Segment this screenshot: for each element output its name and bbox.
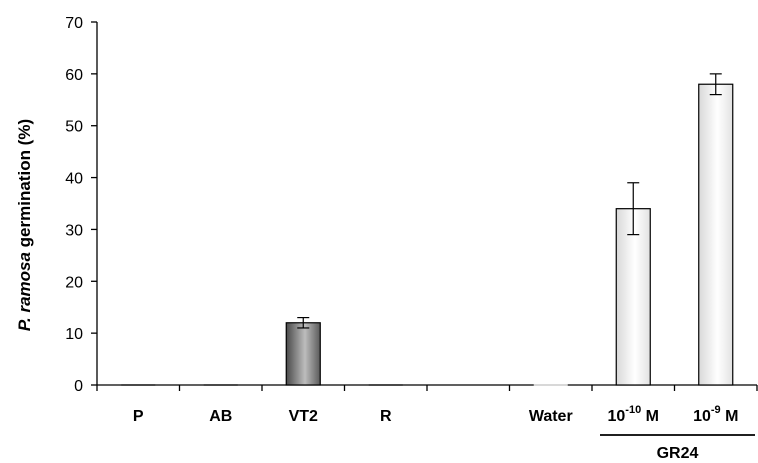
y-tick-label: 70 xyxy=(65,15,83,32)
category-label: 10-10 M xyxy=(608,404,659,425)
category-label: Water xyxy=(529,408,573,425)
x-axis xyxy=(96,384,758,391)
category-label: VT2 xyxy=(289,408,318,425)
group-bracket: GR24 xyxy=(600,434,755,462)
y-tick-label: 30 xyxy=(65,222,83,239)
y-tick-label: 20 xyxy=(65,274,83,291)
y-tick-label: 50 xyxy=(65,119,83,136)
category-label: 10-9 M xyxy=(693,404,738,425)
category-label: R xyxy=(380,408,392,425)
bar xyxy=(615,208,651,386)
bar xyxy=(285,322,321,386)
group-label: GR24 xyxy=(657,445,699,462)
y-axis: 0 10 20 30 40 50 60 70 xyxy=(65,15,98,395)
category-labels: P AB VT2 R Water 10-10 M 10-9 M xyxy=(133,404,739,425)
bar xyxy=(698,83,734,386)
y-tick-label: 0 xyxy=(74,378,83,395)
y-axis-label-italic: P. ramosa xyxy=(15,252,34,331)
y-axis-label: P. ramosa germination (%) xyxy=(15,119,34,331)
y-tick-label: 60 xyxy=(65,67,83,84)
category-label: AB xyxy=(209,408,232,425)
y-tick-label: 10 xyxy=(65,326,83,343)
y-axis-label-rest: germination (%) xyxy=(15,119,34,252)
category-label: P xyxy=(133,408,144,425)
bars xyxy=(121,73,734,386)
y-tick-label: 40 xyxy=(65,171,83,188)
